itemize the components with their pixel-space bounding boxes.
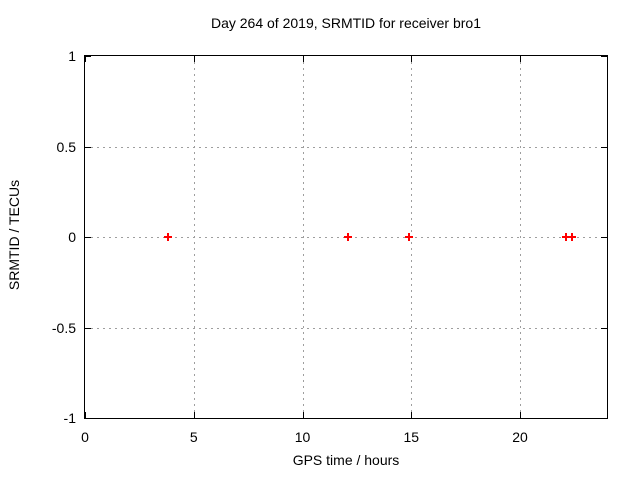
y-tick-mark [85, 237, 91, 238]
y-tick-label: -0.5 [51, 319, 76, 336]
x-tick-mark [302, 56, 304, 62]
x-tick-mark [411, 412, 413, 418]
data-point-marker [344, 233, 353, 241]
y-gridline [85, 327, 607, 329]
y-gridline [85, 146, 607, 148]
y-tick-label: -1 [63, 410, 76, 426]
y-tick-mark [85, 327, 91, 329]
y-tick-label: 1 [68, 48, 76, 64]
x-tick-label: 0 [81, 429, 89, 445]
y-tick-mark [85, 146, 91, 148]
y-tick-mark [85, 418, 91, 419]
x-tick-mark [520, 56, 521, 62]
x-tick-mark [85, 56, 86, 62]
x-tick-label: 15 [403, 429, 420, 445]
data-point-marker [568, 233, 577, 241]
x-tick-label: 10 [294, 429, 311, 445]
x-tick-label: 5 [189, 429, 198, 445]
y-tick-mark [601, 237, 607, 238]
x-tick-mark [302, 412, 304, 418]
y-tick-label: 0 [68, 229, 76, 245]
plot-area [84, 55, 608, 419]
chart-title: Day 264 of 2019, SRMTID for receiver bro… [210, 15, 481, 31]
x-tick-mark [85, 412, 86, 418]
data-point-marker [405, 233, 414, 241]
y-tick-mark [85, 56, 91, 57]
y-tick-mark [601, 327, 607, 329]
x-tick-mark [193, 56, 195, 62]
x-tick-label: 20 [512, 429, 528, 445]
data-point-marker [561, 233, 570, 241]
x-tick-mark [520, 412, 521, 418]
y-tick-mark [601, 56, 607, 57]
y-tick-mark [601, 146, 607, 148]
y-tick-mark [601, 418, 607, 419]
y-tick-label: 0.5 [56, 138, 76, 155]
x-tick-mark [411, 56, 413, 62]
x-tick-mark [193, 412, 195, 418]
x-axis-label: GPS time / hours [292, 452, 400, 468]
data-point-marker [163, 233, 172, 241]
